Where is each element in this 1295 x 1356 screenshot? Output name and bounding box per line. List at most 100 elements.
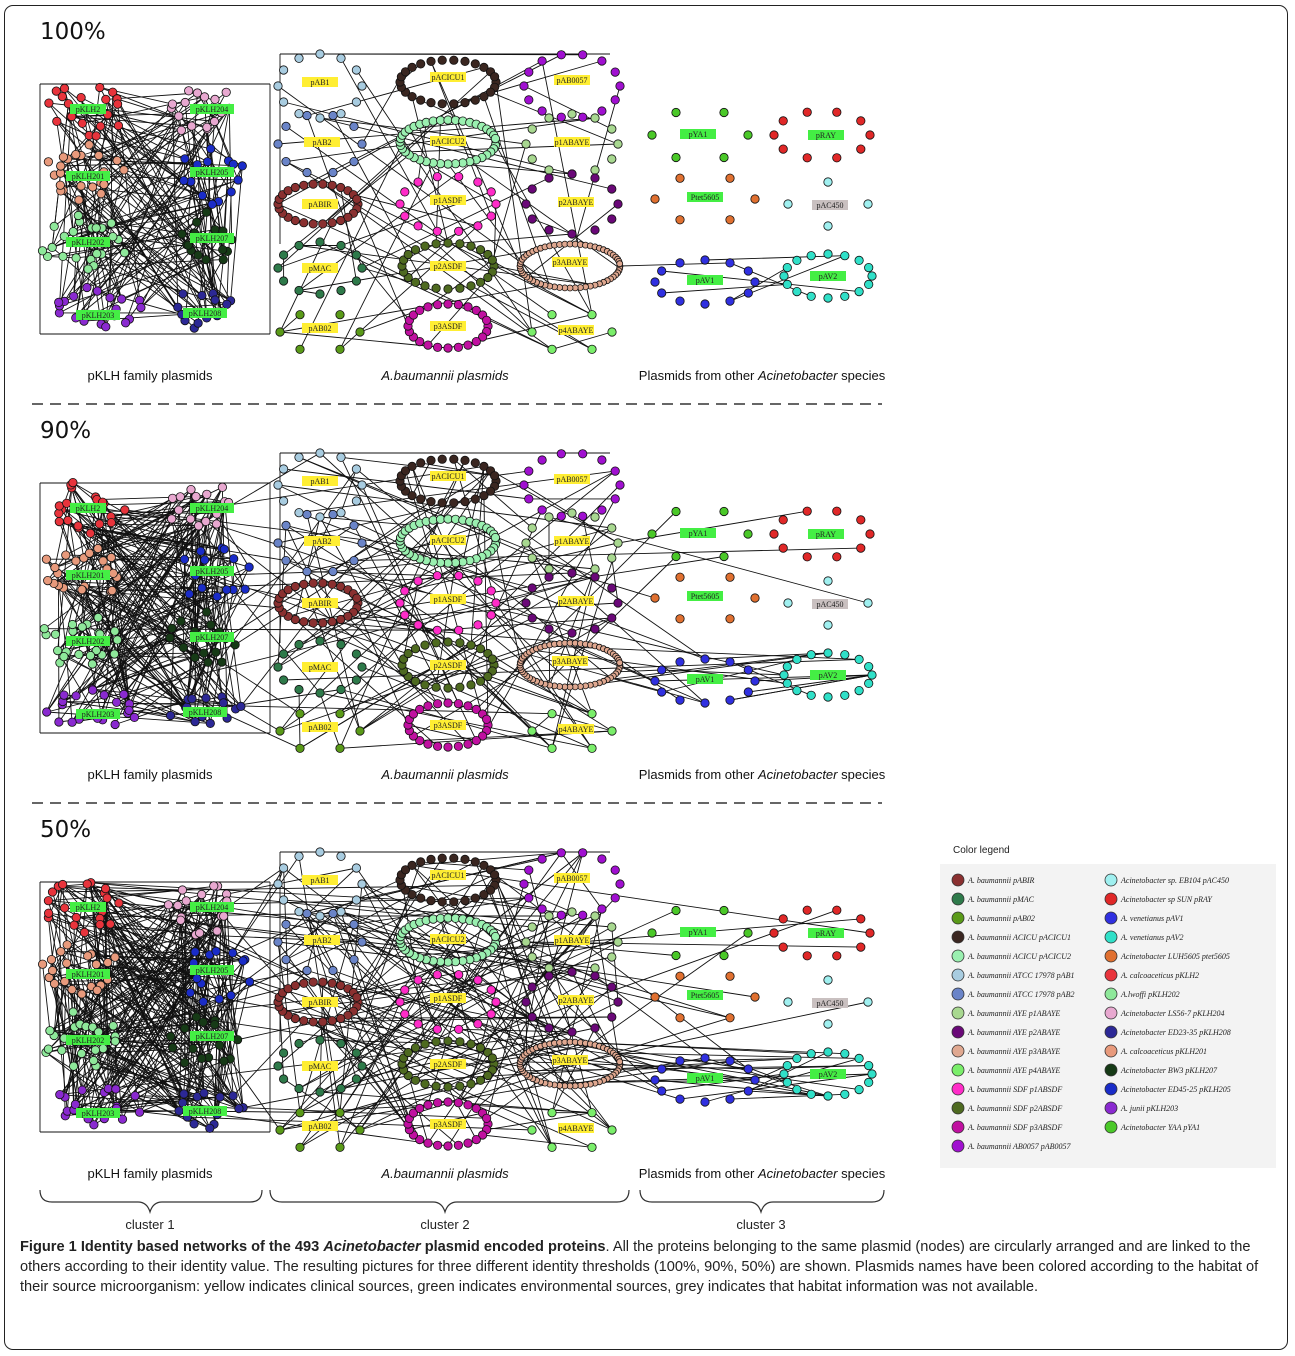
label-background	[304, 536, 340, 546]
edge	[109, 130, 182, 298]
protein-node	[130, 1091, 140, 1101]
edge	[412, 852, 562, 866]
protein-node	[400, 211, 410, 221]
protein-node	[454, 1024, 464, 1034]
protein-node	[537, 854, 547, 864]
edge	[95, 1065, 234, 1097]
protein-node	[299, 617, 309, 627]
label-background	[190, 632, 234, 642]
label-background	[430, 870, 466, 880]
protein-node	[490, 931, 500, 942]
plasmid-label-pKLH2: pKLH2	[70, 902, 106, 912]
protein-node	[527, 214, 537, 224]
protein-node	[106, 218, 117, 228]
protein-node	[60, 976, 70, 987]
legend-swatch	[1104, 930, 1118, 944]
protein-node	[455, 638, 465, 648]
protein-node	[460, 56, 470, 67]
protein-node	[483, 1070, 493, 1081]
protein-node	[58, 251, 68, 261]
edge	[230, 165, 243, 301]
protein-node	[802, 905, 812, 915]
protein-node	[443, 299, 453, 309]
protein-node	[449, 853, 459, 863]
plasmid-name: pAB2	[312, 138, 331, 147]
protein-node	[336, 240, 346, 251]
protein-node	[471, 336, 481, 347]
plasmid-label-pKLH203: pKLH203	[76, 1108, 120, 1118]
protein-node	[192, 88, 202, 98]
protein-node	[89, 1055, 99, 1066]
legend-swatch	[951, 911, 965, 925]
plasmid-name: pAB1	[310, 876, 329, 885]
protein-node	[671, 950, 681, 961]
label-background	[190, 503, 234, 513]
protein-node	[395, 997, 405, 1007]
protein-node	[544, 225, 554, 235]
protein-node	[328, 965, 338, 976]
protein-node	[229, 554, 239, 564]
protein-node	[420, 1079, 430, 1089]
protein-node	[719, 551, 729, 562]
label-background	[302, 1061, 338, 1071]
protein-node	[823, 692, 833, 702]
edge	[62, 701, 553, 715]
edge	[594, 915, 620, 1060]
protein-node	[616, 659, 624, 667]
edge	[283, 867, 342, 913]
protein-node	[455, 1037, 465, 1047]
protein-node	[91, 223, 101, 233]
protein-node	[74, 649, 84, 660]
protein-node	[590, 225, 600, 235]
edge	[353, 897, 529, 925]
protein-node	[190, 652, 200, 663]
protein-node	[238, 956, 248, 966]
protein-node	[607, 523, 617, 533]
protein-node	[856, 543, 866, 553]
protein-node	[426, 854, 436, 865]
protein-node	[43, 575, 53, 586]
label-background	[70, 902, 106, 912]
protein-node	[423, 1100, 433, 1110]
protein-node	[219, 544, 229, 554]
edge	[104, 892, 493, 1059]
plasmid-name: pAB02	[308, 1122, 331, 1131]
protein-node	[77, 585, 87, 595]
edges	[39, 452, 873, 749]
edge	[58, 102, 186, 303]
edge	[607, 654, 812, 681]
legend-label: Acinetobacter ED23-35 pKLH208	[1120, 1028, 1231, 1037]
protein-node	[408, 310, 418, 320]
edge	[181, 916, 493, 1071]
edge	[313, 1021, 488, 1053]
protein-node	[519, 81, 529, 91]
protein-node	[863, 199, 873, 209]
protein-node	[105, 293, 115, 303]
edge	[97, 518, 192, 719]
edge	[408, 128, 438, 177]
protein-node	[349, 954, 359, 965]
protein-node	[191, 491, 201, 502]
protein-node	[437, 498, 447, 508]
legend-swatch	[951, 1063, 965, 1077]
edge	[100, 193, 231, 302]
caption-title: Figure 1 Identity based networks of the …	[20, 1239, 606, 1255]
protein-node	[587, 344, 597, 354]
protein-node	[454, 625, 464, 635]
protein-node	[420, 680, 430, 690]
plasmid-name: pKLH202	[72, 1036, 104, 1045]
protein-node	[45, 1026, 55, 1036]
protein-node	[547, 1108, 557, 1118]
edge	[277, 883, 571, 1087]
edge	[74, 954, 210, 1028]
protein-node	[415, 735, 425, 746]
protein-node	[50, 562, 60, 573]
protein-node	[657, 288, 667, 298]
protein-node	[273, 263, 283, 273]
plasmid-name: pMAC	[309, 663, 331, 672]
protein-node	[521, 199, 531, 209]
protein-node	[201, 516, 211, 527]
protein-node	[470, 458, 480, 468]
